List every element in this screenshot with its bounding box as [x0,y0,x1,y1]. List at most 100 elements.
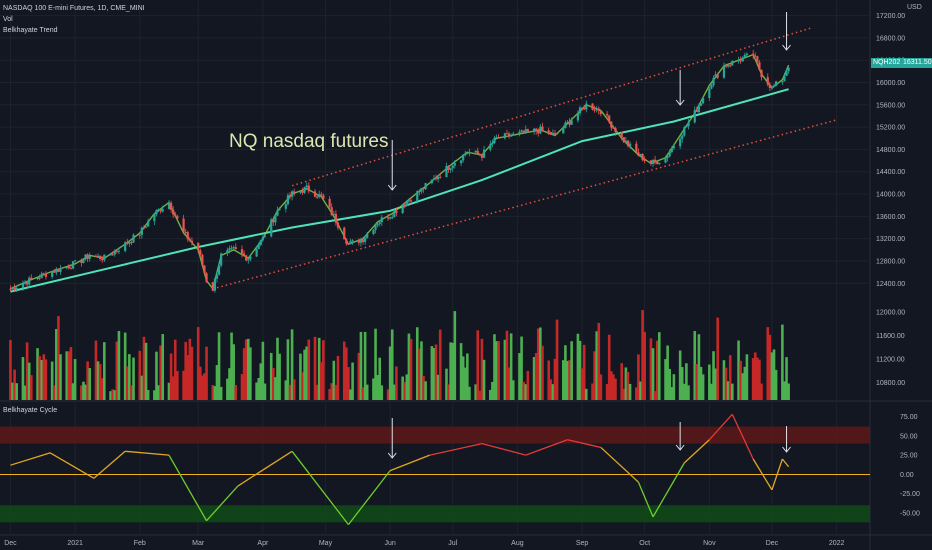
volume-bar [257,377,261,400]
candle-body [205,273,208,283]
annotation-arrows [387,12,791,459]
volume-bar [50,361,54,400]
candle-body [610,121,613,128]
candle-body [109,254,112,256]
candle-body [199,250,202,256]
volume-bar [86,361,89,400]
candle-body [69,268,73,270]
candle-body [737,60,740,62]
volume-bar [760,383,763,400]
cycle-tick-label: 50.00 [900,433,918,440]
volume-bar [643,331,646,400]
volume-bar [249,347,252,400]
volume-bar [622,388,626,400]
volume-bar [25,342,29,400]
candle-body [15,287,18,290]
candle-body [174,214,177,217]
candle-body [683,127,686,136]
volume-bar [128,354,131,400]
candle-body [739,60,742,62]
candle-body [566,121,569,123]
volume-bar [405,374,409,400]
candle-body [347,243,350,245]
candle-body [464,154,467,156]
volume-bar [430,346,434,400]
candle-body [628,143,632,146]
candle-body [507,133,511,137]
volume-bar [244,339,248,400]
volume-bar [520,336,523,400]
candle-body [420,187,423,192]
candle-body [80,260,83,263]
x-tick-label: Nov [703,540,716,547]
symbol-title[interactable]: NASDAQ 100 E-mini Futures, 1D, CME_MINI [3,5,145,12]
volume-bar [534,353,538,400]
volume-bar [722,360,726,400]
y-tick-label: 14000.00 [876,192,905,199]
candle-body [547,130,550,132]
candle-body [88,255,91,259]
candle-body [599,110,602,114]
x-tick-label: Feb [134,540,146,547]
trend-ma-line [10,53,790,293]
candle-body [583,107,586,110]
volume-bar [196,327,200,400]
candle-body [787,67,790,72]
candle-body [459,160,463,164]
axis-currency-label[interactable]: USD [907,4,922,11]
candle-body [497,136,500,139]
volume-bar [553,358,557,400]
candle-body [138,234,141,236]
candle-body [666,156,669,158]
volume-bar [274,377,277,400]
volume-bar [65,351,69,400]
candle-body [13,287,16,290]
cycle-legend[interactable]: Belkhayate Cycle [3,407,58,414]
candle-body [756,56,759,63]
candle-body [729,65,732,67]
volume-bar [635,387,638,400]
oversold-band [0,505,870,523]
trend-channel-lines [216,27,837,289]
volume-bar [728,355,732,400]
volume-bar [263,383,267,400]
candle-body [643,160,646,162]
volume-bar [332,360,336,400]
cycle-segment [600,446,639,483]
volume-bar [584,388,588,400]
candle-body [288,195,292,197]
volume-bar [198,366,202,400]
candle-body [226,249,229,254]
cycle-segment [389,454,431,472]
volume-bar [768,334,772,400]
channel-upper [291,27,812,187]
volume-bar [374,328,377,400]
candle-body [261,236,264,241]
cycle-segment [752,458,773,491]
volume-bar [493,334,496,400]
arrow-head [387,452,397,459]
volume-bar [44,359,48,400]
candle-body [351,240,354,242]
trend-legend[interactable]: Belkhayate Trend [3,27,58,34]
volume-bar [620,363,624,400]
volume-bar [649,338,653,400]
candle-body [568,121,571,125]
candle-body [641,154,644,161]
candle-body [28,277,31,285]
candle-body [576,113,580,121]
volume-bar [480,338,484,400]
candle-body [305,185,308,188]
volume-bar [328,388,331,400]
volume-legend[interactable]: Vol [3,16,13,23]
candle-body [142,227,146,229]
candle-body [184,232,187,234]
volume-bar [637,354,640,400]
volume-bar [526,370,530,400]
volume-bar [215,365,219,400]
candle-body [186,232,189,240]
volume-bar [609,371,613,400]
volume-bar [330,383,334,400]
volume-bar [278,353,281,400]
candle-body [393,210,396,218]
